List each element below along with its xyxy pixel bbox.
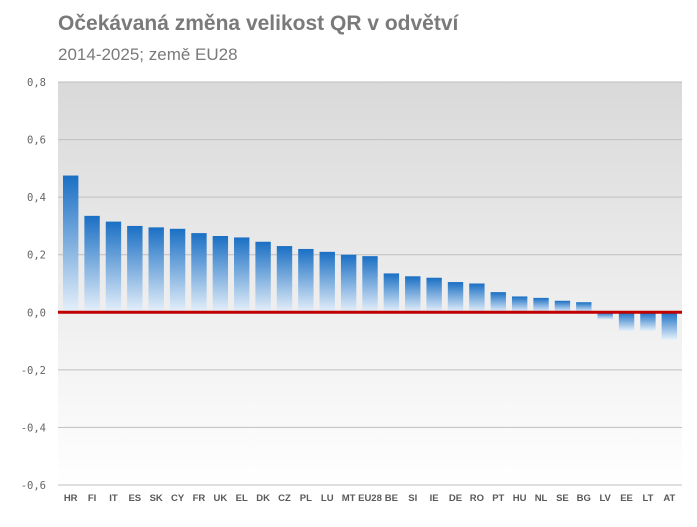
- x-tick-label: EU28: [358, 493, 382, 504]
- bar-uk: [212, 236, 229, 313]
- bar-eu28: [362, 256, 378, 313]
- x-tick-label: EE: [620, 493, 633, 504]
- x-tick-label: BG: [577, 493, 591, 504]
- bar-hr: [62, 175, 79, 313]
- x-tick-label: IT: [109, 493, 118, 504]
- y-tick-label: 0,4: [27, 192, 46, 204]
- bar-at: [661, 312, 678, 340]
- bar-mt: [340, 254, 357, 313]
- x-tick-label: SE: [556, 493, 569, 504]
- x-tick-label: HR: [64, 493, 78, 504]
- bar-fi: [84, 215, 100, 313]
- bar-nl: [533, 297, 549, 313]
- x-tick-label: LU: [321, 493, 334, 504]
- x-tick-label: NL: [535, 493, 548, 504]
- bar-it: [105, 221, 122, 313]
- x-tick-label: ES: [128, 493, 141, 504]
- x-tick-label: EL: [236, 493, 248, 504]
- y-axis: 0,8 0,6 0,4 0,2 0,0 -0,2 -0,4 -0,6: [21, 77, 46, 492]
- y-tick-label: 0,0: [27, 307, 46, 319]
- bar-sk: [148, 227, 164, 313]
- x-tick-label: FI: [88, 493, 96, 504]
- x-tick-label: HU: [513, 493, 527, 504]
- x-tick-label: FR: [193, 493, 206, 504]
- y-tick-label: 0,8: [27, 77, 46, 89]
- x-tick-label: SI: [408, 493, 417, 504]
- y-tick-label: -0,4: [21, 422, 46, 434]
- bar-bg: [576, 302, 592, 313]
- y-tick-label: 0,2: [27, 250, 46, 262]
- x-tick-label: AT: [663, 493, 675, 504]
- bar-ie: [426, 277, 442, 313]
- x-tick-label: LT: [642, 493, 653, 504]
- x-tick-label: BE: [385, 493, 398, 504]
- bar-es: [127, 225, 143, 313]
- x-tick-label: CZ: [278, 493, 291, 504]
- bar-hu: [511, 296, 528, 313]
- bars: [62, 175, 678, 340]
- x-tick-label: PL: [300, 493, 312, 504]
- bar-ee: [618, 312, 635, 331]
- bar-lu: [319, 251, 335, 313]
- bar-lt: [640, 312, 656, 331]
- chart-title: Očekávaná změna velikost QR v odvětví: [58, 12, 459, 35]
- y-tick-label: -0,2: [21, 365, 46, 377]
- bar-fr: [191, 233, 207, 313]
- x-tick-label: MT: [342, 493, 356, 504]
- bar-cy: [169, 228, 186, 313]
- bar-si: [405, 276, 421, 313]
- x-tick-label: RO: [470, 493, 484, 504]
- x-tick-label: PT: [492, 493, 504, 504]
- y-tick-label: 0,6: [27, 135, 46, 147]
- bar-be: [383, 273, 400, 313]
- x-tick-label: DE: [449, 493, 462, 504]
- bar-se: [554, 300, 571, 313]
- x-tick-label: CY: [171, 493, 185, 504]
- x-axis: HR FI IT ES SK CY FR UK EL DK CZ PL LU MT EU28 BE SI IE DE…: [64, 493, 676, 504]
- bar-pl: [298, 248, 314, 313]
- bar-cz: [276, 246, 293, 313]
- bar-pt: [490, 292, 506, 313]
- y-tick-label: -0,6: [21, 480, 46, 492]
- x-tick-label: LV: [599, 493, 611, 504]
- chart-subtitle: 2014-2025; země EU28: [58, 45, 238, 64]
- bar-de: [447, 282, 464, 313]
- bar-el: [234, 237, 250, 313]
- bar-lv: [597, 312, 613, 320]
- x-tick-label: DK: [256, 493, 270, 504]
- bar-ro: [469, 283, 485, 313]
- x-tick-label: IE: [430, 493, 439, 504]
- x-tick-label: SK: [150, 493, 163, 504]
- bar-dk: [255, 241, 271, 313]
- x-tick-label: UK: [213, 493, 227, 504]
